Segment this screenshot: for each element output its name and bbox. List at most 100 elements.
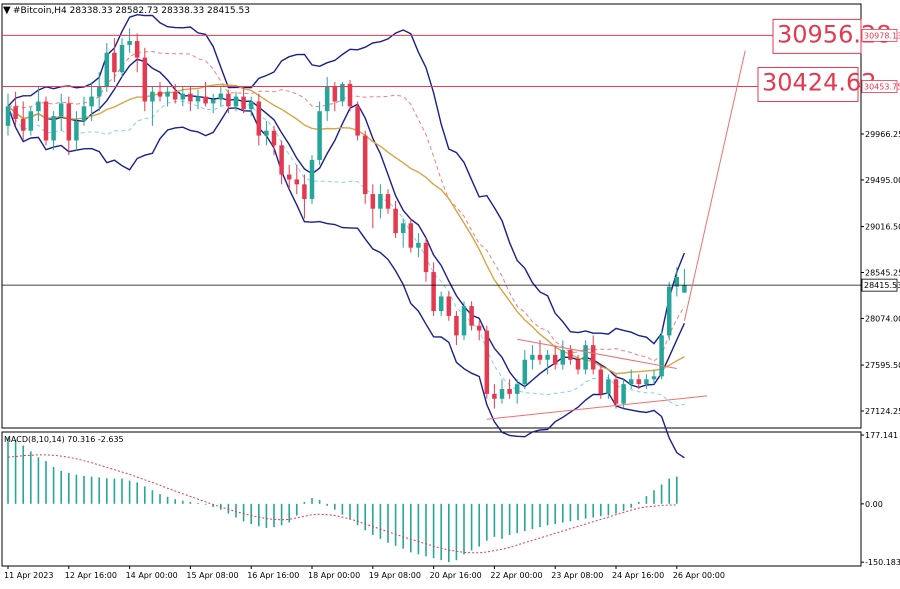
candle — [446, 291, 452, 321]
candle-body — [264, 130, 269, 136]
candle-body — [150, 91, 155, 102]
candle-body — [294, 179, 300, 185]
candle-body — [134, 41, 140, 58]
candle-body — [142, 57, 148, 102]
candle — [492, 384, 497, 409]
candle — [522, 350, 528, 390]
candle-body — [507, 389, 512, 394]
projection-line — [683, 50, 746, 321]
candle — [393, 200, 398, 238]
candle-body — [454, 315, 459, 336]
candle — [370, 184, 376, 229]
macd-signal-line — [7, 454, 677, 554]
candle-body — [682, 285, 687, 293]
candle-body — [393, 208, 398, 234]
candle-body — [36, 101, 41, 112]
time-axis-label: 26 Apr 00:00 — [673, 571, 725, 580]
time-axis-label: 15 Apr 08:00 — [186, 571, 238, 580]
candle-body — [28, 111, 34, 131]
candle-body — [332, 86, 338, 102]
candle — [28, 106, 34, 136]
candle — [674, 267, 680, 297]
candle — [294, 164, 300, 195]
candle — [438, 291, 444, 316]
candle — [43, 96, 49, 146]
candle — [628, 369, 634, 390]
candle — [188, 86, 193, 112]
bollinger-lower-line — [7, 106, 685, 459]
candle — [340, 81, 345, 107]
candle — [454, 311, 459, 346]
candle-body — [157, 91, 163, 97]
candle-body — [606, 379, 611, 394]
candle — [36, 86, 41, 121]
macd-axis-label: 0.00 — [865, 500, 883, 509]
candle — [74, 111, 79, 151]
time-axis-label: 24 Apr 16:00 — [612, 571, 664, 580]
axes: 30978.13 30453.75 29966.25 29495.00 29016.50… — [4, 28, 900, 580]
candle-body — [218, 93, 224, 100]
candle-body — [628, 379, 634, 385]
candle — [51, 111, 56, 151]
candle-body — [340, 83, 345, 102]
candle — [644, 374, 649, 390]
candle-body — [666, 286, 672, 336]
candle — [241, 86, 246, 114]
candle — [58, 93, 64, 131]
time-axis-label: 23 Apr 08:00 — [551, 571, 603, 580]
candle-body — [279, 145, 284, 175]
candle — [362, 130, 368, 204]
candle-body — [248, 101, 254, 110]
candle-body — [621, 384, 626, 404]
price-axis-label: 28074.00 — [865, 314, 900, 323]
candle-body — [355, 106, 360, 136]
candle-body — [256, 101, 262, 136]
candle-body — [408, 223, 414, 248]
candle — [537, 340, 543, 365]
candle — [302, 174, 307, 219]
candle-body — [446, 296, 452, 316]
candle-body — [537, 354, 543, 360]
candle-body — [233, 96, 239, 107]
level-label-frame — [757, 66, 859, 102]
candle — [89, 81, 94, 121]
candle — [20, 101, 26, 141]
time-axis-label: 12 Apr 16:00 — [65, 571, 117, 580]
candle — [309, 155, 315, 204]
candle — [248, 96, 254, 117]
candle-body — [598, 369, 604, 394]
support-trendline — [486, 395, 708, 420]
time-axis-label: 20 Apr 16:00 — [430, 571, 482, 580]
candle-body — [651, 376, 657, 380]
current-price-tag — [861, 278, 898, 292]
current-price-label: 28415.53 — [864, 281, 900, 290]
candle — [81, 96, 87, 126]
candle-body — [13, 106, 18, 120]
candle-body — [51, 116, 56, 141]
candle — [279, 140, 284, 185]
candle — [165, 86, 170, 107]
candle-body — [81, 106, 87, 121]
time-axis-label: 16 Apr 16:00 — [247, 571, 299, 580]
candle — [621, 379, 626, 409]
candle-body — [324, 86, 330, 112]
candle — [134, 33, 140, 73]
collapse-arrow-icon[interactable]: ▼ — [3, 5, 11, 16]
candle-body — [362, 135, 368, 195]
candle — [575, 354, 581, 375]
candle — [317, 101, 322, 165]
candle — [423, 237, 429, 282]
candle-body — [188, 93, 193, 102]
candle-body — [112, 52, 117, 73]
macd-axis-label: -150.183 — [865, 558, 900, 567]
candle — [484, 325, 490, 399]
candle — [233, 91, 239, 112]
candle — [682, 268, 687, 293]
candle-body — [271, 130, 277, 146]
level-label-box: 30424.62 — [757, 66, 877, 102]
candle-body — [590, 345, 596, 370]
candle-body — [127, 41, 132, 45]
candle-body — [347, 83, 353, 107]
candle-body — [438, 296, 444, 312]
candle-body — [492, 393, 497, 399]
